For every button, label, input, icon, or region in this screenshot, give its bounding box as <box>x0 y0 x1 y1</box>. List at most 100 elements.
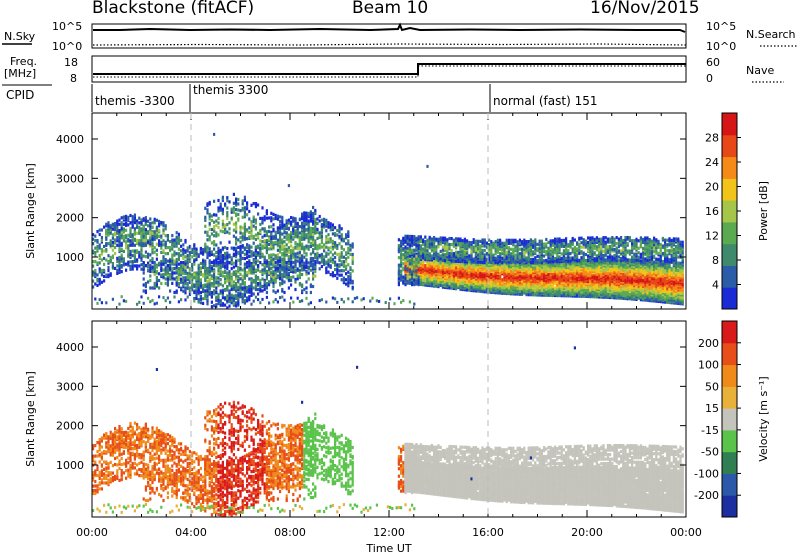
heat-cell <box>191 273 194 277</box>
heat-cell <box>208 217 211 221</box>
heat-cell <box>384 301 387 304</box>
heat-cell <box>404 234 407 238</box>
heat-cell <box>243 281 246 285</box>
heat-cell <box>448 236 451 241</box>
heat-cell <box>408 265 411 269</box>
heat-cell <box>252 253 255 257</box>
heat-cell <box>479 257 482 261</box>
heat-cell <box>254 205 257 209</box>
heat-cell <box>261 297 264 301</box>
heat-cell <box>204 262 207 266</box>
heat-cell <box>362 297 365 301</box>
heat-cell <box>411 238 414 242</box>
heat-cell <box>406 234 409 238</box>
heat-cell <box>283 261 286 265</box>
heat-cell <box>527 242 530 247</box>
heat-cell <box>257 298 260 302</box>
heat-cell <box>397 266 400 270</box>
heat-cell <box>523 282 526 286</box>
heat-cell <box>149 286 152 290</box>
heat-cell <box>230 256 233 260</box>
heat-cell <box>142 277 145 281</box>
heat-cell <box>268 301 271 305</box>
heat-cell <box>197 263 200 267</box>
heat-cell <box>461 239 464 243</box>
heat-cell <box>127 237 130 241</box>
heat-cell <box>303 265 306 269</box>
heat-cell <box>325 251 328 255</box>
heat-cell <box>230 207 233 211</box>
heat-cell <box>529 251 532 256</box>
heat-cell <box>116 268 119 272</box>
heat-cell <box>327 263 330 267</box>
heat-cell <box>118 233 121 237</box>
heat-cell <box>127 223 130 227</box>
heat-cell <box>268 247 271 251</box>
heat-cell <box>400 242 403 246</box>
heat-cell <box>210 300 213 304</box>
heat-cell <box>257 268 260 272</box>
heat-cell <box>226 230 229 234</box>
heat-cell <box>241 215 244 219</box>
heat-cell <box>292 232 295 236</box>
heat-cell <box>334 260 337 264</box>
heat-cell <box>149 300 152 304</box>
heat-cell <box>237 275 240 279</box>
heat-cell <box>428 240 431 244</box>
heat-cell <box>122 234 125 238</box>
heat-cell <box>175 231 178 235</box>
heat-cell <box>408 247 411 251</box>
heat-cell <box>237 202 240 206</box>
heat-cell <box>287 218 290 222</box>
heat-cell <box>237 251 240 255</box>
power-heatmap <box>92 132 684 309</box>
heat-cell <box>182 243 185 247</box>
heat-cell <box>197 277 200 281</box>
heat-cell <box>180 298 183 302</box>
heat-cell <box>259 281 262 286</box>
heat-cell <box>162 268 165 272</box>
heat-cell <box>345 251 348 255</box>
heat-cell <box>215 303 218 307</box>
heat-cell <box>188 267 191 271</box>
heat-cell <box>514 256 517 260</box>
heat-cell <box>507 238 510 242</box>
heat-cell <box>182 289 185 293</box>
heat-cell <box>415 274 418 278</box>
heat-cell <box>272 212 275 216</box>
heat-cell <box>239 292 242 296</box>
heat-cell <box>206 202 209 206</box>
heat-cell <box>307 244 310 248</box>
heat-cell <box>309 226 312 230</box>
heat-cell <box>494 240 497 244</box>
heat-cell <box>138 228 141 232</box>
heat-cell <box>228 221 231 225</box>
heat-cell <box>505 250 508 254</box>
heat-cell <box>257 259 260 263</box>
heat-cell <box>261 245 264 249</box>
heat-cell <box>276 266 279 271</box>
heat-cell <box>184 286 187 290</box>
heat-cell <box>270 278 273 282</box>
heat-cell <box>536 254 539 258</box>
heat-cell <box>404 236 407 240</box>
heat-cell <box>239 289 242 293</box>
heat-cell <box>228 300 231 304</box>
heat-cell <box>206 238 209 242</box>
heat-cell <box>239 277 242 281</box>
heat-cell <box>250 287 253 292</box>
heat-cell <box>221 263 224 267</box>
heat-cell <box>406 268 409 272</box>
heat-cell <box>144 228 147 232</box>
heat-cell <box>224 245 227 250</box>
heat-cell <box>292 265 295 269</box>
heat-cell <box>221 219 224 223</box>
heat-cell <box>305 253 308 257</box>
heat-cell <box>538 247 541 251</box>
heat-cell <box>507 258 510 262</box>
heat-cell <box>153 267 156 271</box>
heat-cell <box>270 259 273 263</box>
heat-cell <box>164 224 167 228</box>
heat-cell <box>160 234 163 238</box>
heat-cell <box>424 264 427 268</box>
